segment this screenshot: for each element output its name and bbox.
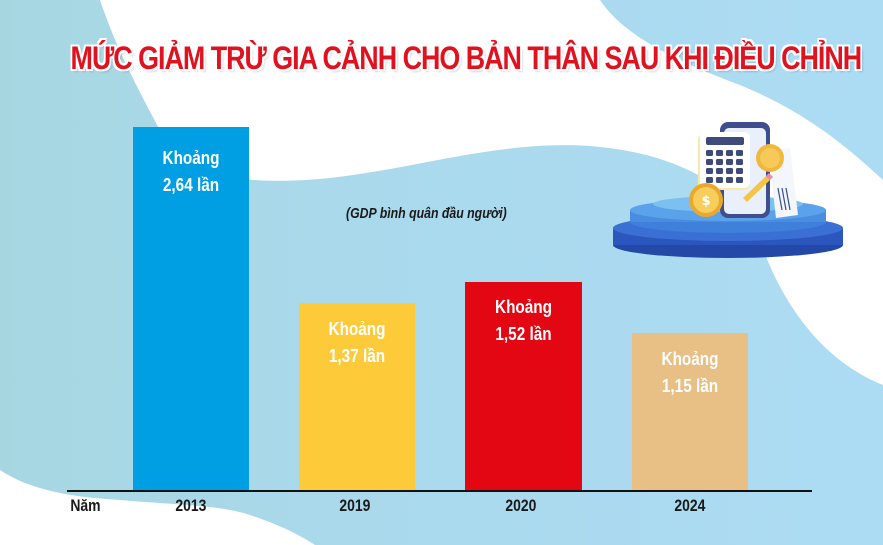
bar-2020: Khoảng 1,52 lần <box>465 282 582 491</box>
bar-label-value: 1,15 lần <box>661 376 719 396</box>
bar-2013: Khoảng 2,64 lần <box>133 127 249 491</box>
bar-label-value: 2,64 lần <box>162 175 220 195</box>
bar-label-value: 1,52 lần <box>495 324 552 344</box>
bar-2024: Khoảng 1,15 lần <box>632 333 748 491</box>
calculator-illustration-icon: $ <box>613 122 843 258</box>
x-tick-2020: 2020 <box>505 496 537 515</box>
x-tick-2013: 2013 <box>175 496 207 515</box>
bar-label-prefix: Khoảng <box>661 349 719 369</box>
x-axis-label: Năm <box>70 496 101 515</box>
chart-subtitle: (GDP bình quân đầu người) <box>346 205 507 222</box>
bar-label-value: 1,37 lần <box>328 346 386 366</box>
bar-label-prefix: Khoảng <box>328 319 386 339</box>
x-tick-2024: 2024 <box>674 496 706 515</box>
x-axis-line <box>67 490 812 492</box>
bar-label-prefix: Khoảng <box>162 148 220 168</box>
bar-2019: Khoảng 1,37 lần <box>299 303 415 491</box>
bar-label-prefix: Khoảng <box>495 297 552 317</box>
chart-title: MỨC GIẢM TRỪ GIA CẢNH CHO BẢN THÂN SAU K… <box>70 40 863 76</box>
svg-text:$: $ <box>701 194 710 209</box>
x-tick-2019: 2019 <box>339 496 371 515</box>
